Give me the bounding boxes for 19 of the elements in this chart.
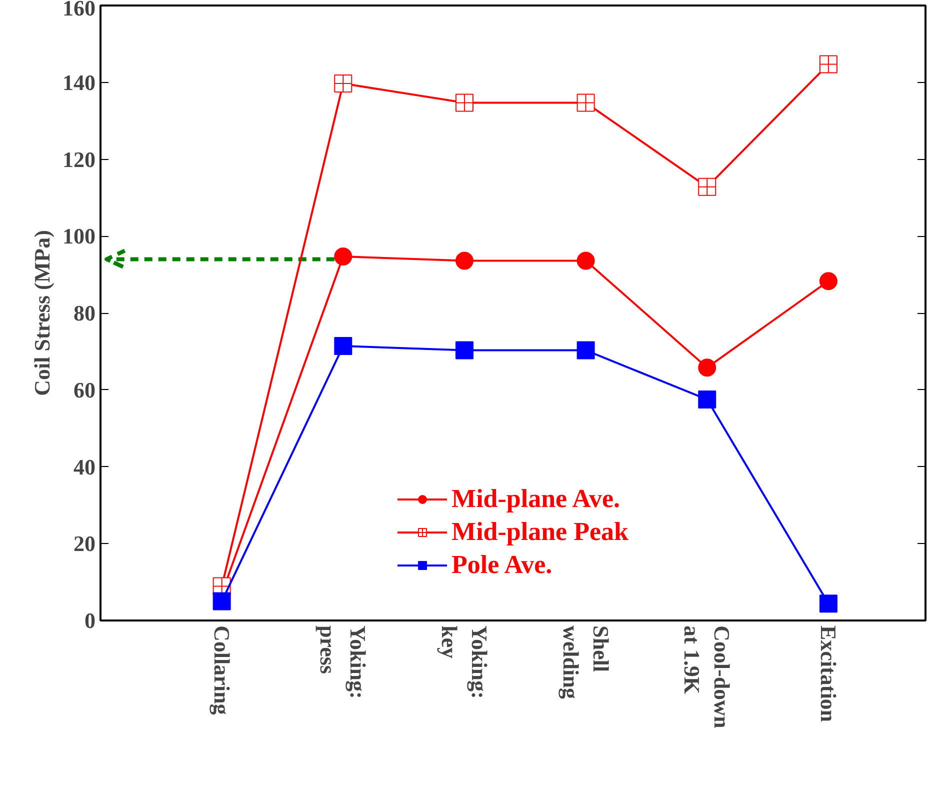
- x-tick-label: Shell welding: [558, 626, 614, 699]
- x-tick-label: Collaring: [209, 626, 234, 715]
- x-tick-label: Excitation: [816, 626, 841, 722]
- legend-label: Mid-plane Peak: [452, 517, 628, 547]
- y-tick-label: 160: [62, 0, 96, 20]
- y-axis-title: Coil Stress (MPa): [30, 230, 54, 396]
- y-tick-label: 20: [74, 531, 96, 556]
- x-tick-label: Yoking: press: [316, 626, 371, 699]
- y-tick-label: 40: [74, 454, 96, 480]
- x-tick-label: Yoking: key: [436, 626, 492, 699]
- legend-label: Mid-plane Ave.: [452, 484, 620, 514]
- y-tick-label: 0: [84, 608, 96, 633]
- x-tick-label: Cool-down at 1.9K: [680, 626, 735, 728]
- legend-label: Pole Ave.: [452, 550, 552, 580]
- y-tick-label: 140: [62, 70, 96, 95]
- y-tick-label: 60: [74, 377, 96, 402]
- y-tick-label: 100: [62, 224, 96, 249]
- y-tick-label: 80: [74, 300, 96, 326]
- y-tick-label: 120: [62, 146, 96, 172]
